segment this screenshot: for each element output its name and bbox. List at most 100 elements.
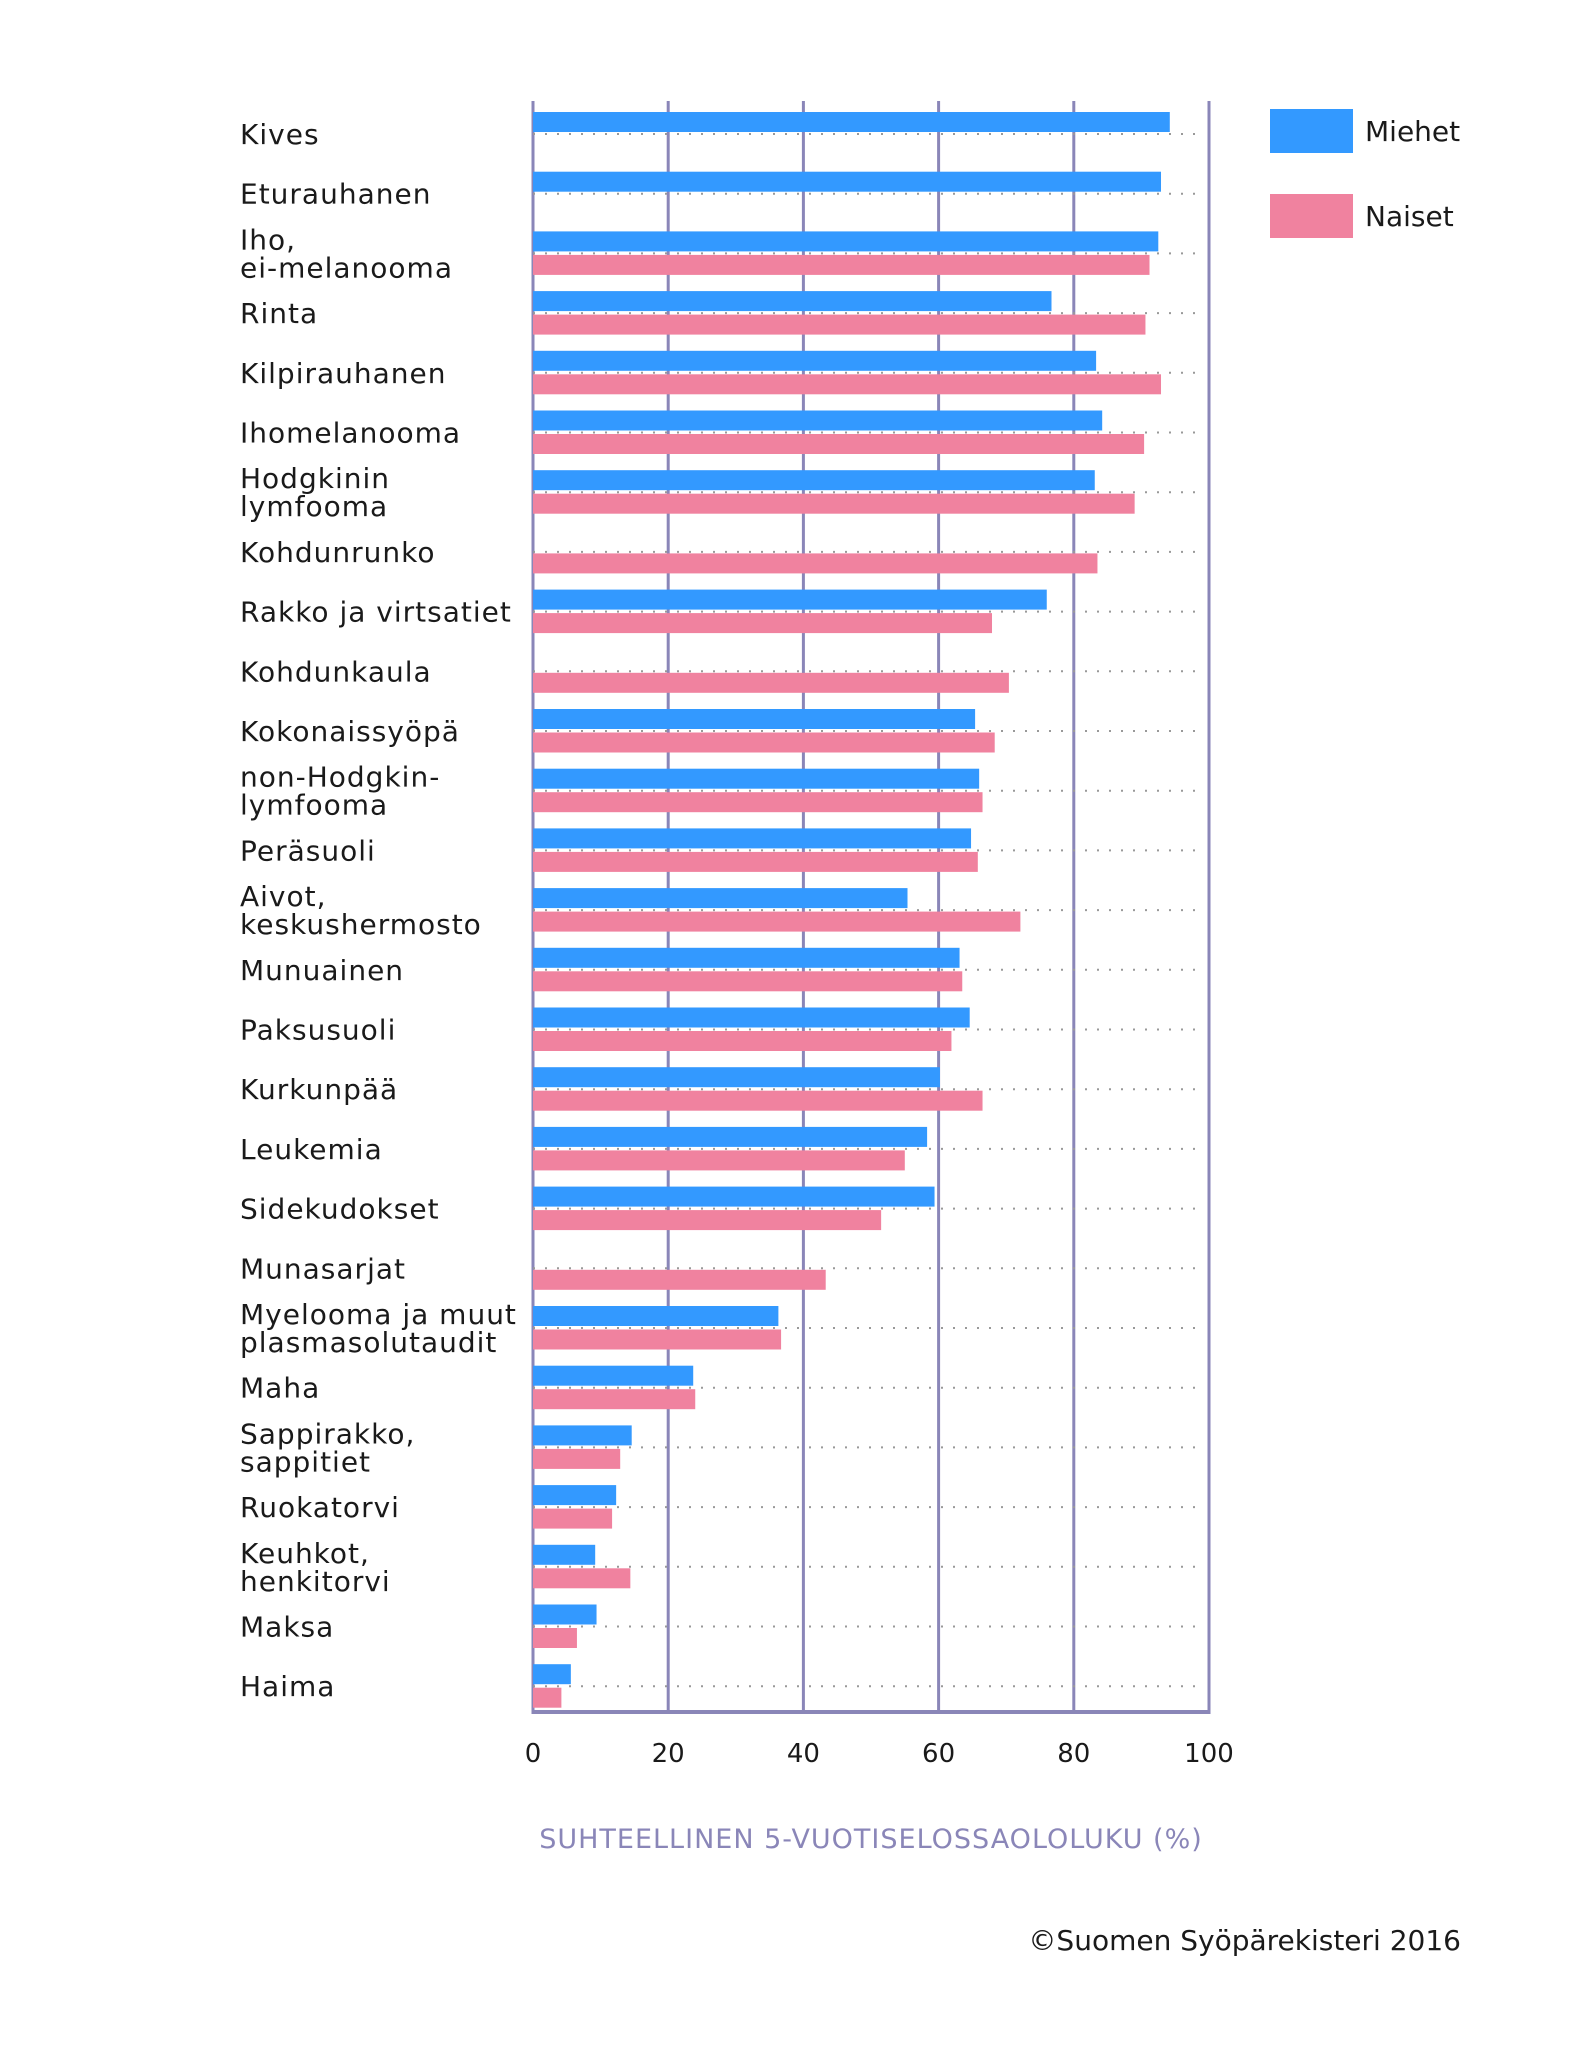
category-label: Kohdunkaula [240,655,432,688]
legend-label-naiset: Naiset [1365,200,1454,233]
category-label-line: Maha [240,1372,320,1405]
category-label-line: henkitorvi [240,1565,391,1598]
bar-miehet [533,1067,940,1088]
bars [533,112,1170,1708]
legend-swatch-miehet [1270,109,1353,153]
x-axis: 0 20 40 60 80 100 [525,1710,1234,1769]
category-label: Paksusuoli [240,1014,396,1047]
x-tick-label: 0 [525,1739,542,1769]
bar-naiset [533,1508,613,1529]
category-label-line: non-Hodgkin- [240,761,440,794]
bar-miehet [533,410,1103,431]
bar-naiset [533,1329,782,1350]
category-label: Myelooma ja muut plasmasolutaudit [240,1298,517,1359]
category-label-line: ei-melanooma [240,251,453,284]
x-axis-title: SUHTEELLINEN 5-VUOTISELOSSAOLOLUKU (%) [539,1824,1203,1855]
category-label: Hodgkinin lymfooma [240,462,390,523]
bar-miehet [533,231,1159,252]
bar-miehet [533,1544,596,1565]
category-label: Iho, ei-melanooma [240,223,453,284]
category-label: Ihomelanooma [240,417,461,450]
bar-miehet [533,589,1047,610]
category-label-line: Iho, [240,223,296,256]
category-label-line: Munasarjat [240,1252,406,1285]
bar-naiset [533,1448,621,1469]
category-label-line: sappitiet [240,1445,371,1478]
category-label: Maksa [240,1611,334,1644]
bar-naiset [533,732,995,753]
category-label: Sappirakko, sappitiet [240,1417,415,1478]
category-label: Kives [240,118,320,151]
category-label-line: Kilpirauhanen [240,357,447,390]
x-tick-label: 80 [1057,1739,1090,1769]
category-label: Keuhkot, henkitorvi [240,1537,391,1598]
bar-naiset [533,254,1150,275]
category-label-line: Kohdunrunko [240,536,435,569]
copyright: ©Suomen Syöpärekisteri 2016 [1028,1924,1461,1957]
category-label: Maha [240,1372,320,1405]
category-labels: Kives Eturauhanen Iho, ei-melanooma Rinta Kil… [240,118,517,1703]
x-tick-label: 20 [652,1739,685,1769]
category-label-line: Peräsuoli [240,834,376,867]
category-label-line: Kokonaissyöpä [240,715,460,748]
bar-naiset [533,1150,905,1171]
bar-miehet [533,171,1162,192]
bar-miehet [533,1664,571,1685]
category-label-line: Sappirakko, [240,1417,415,1450]
category-label-line: Haima [240,1670,335,1703]
category-label-line: Leukemia [240,1133,383,1166]
bar-miehet [533,768,980,789]
category-label: Eturauhanen [240,178,431,211]
bar-naiset [533,1090,983,1111]
category-label: Kurkunpää [240,1073,398,1106]
bar-naiset [533,672,1009,693]
bar-naiset [533,851,978,872]
x-tick-label: 100 [1184,1739,1234,1769]
bar-miehet [533,1425,632,1446]
bar-miehet [533,291,1052,312]
category-label: Haima [240,1670,335,1703]
bar-naiset [533,613,993,634]
bar-miehet [533,1306,779,1326]
x-tick-label: 40 [787,1739,820,1769]
bar-naiset [533,1687,562,1708]
bar-naiset [533,1210,882,1231]
category-label: Kohdunrunko [240,536,435,569]
bar-miehet [533,947,960,968]
category-label: Rinta [240,297,318,330]
bar-miehet [533,1126,928,1147]
category-label: non-Hodgkin-lymfooma [240,761,440,822]
bar-naiset [533,792,983,813]
bar-miehet [533,470,1095,491]
legend-label-miehet: Miehet [1365,115,1460,148]
category-label-line: keskushermosto [240,908,482,941]
bar-naiset [533,1269,826,1290]
category-label-line: Ruokatorvi [240,1491,400,1524]
x-tick-label: 60 [922,1739,955,1769]
category-label-line: Ihomelanooma [240,417,461,450]
category-label: Kilpirauhanen [240,357,447,390]
category-label-line: Munuainen [240,954,404,987]
category-label-line: Sidekudokset [240,1193,440,1226]
category-label-line: Paksusuoli [240,1014,396,1047]
bar-naiset [533,971,963,992]
category-label-line: Keuhkot, [240,1537,370,1570]
legend-swatch-naiset [1270,194,1353,238]
category-label-line: Kurkunpää [240,1073,398,1106]
category-label-line: Kohdunkaula [240,655,432,688]
bar-miehet [533,888,908,909]
category-label: Sidekudokset [240,1193,440,1226]
category-label: Kokonaissyöpä [240,715,460,748]
bar-naiset [533,553,1098,574]
bar-miehet [533,1485,617,1506]
bar-naiset [533,374,1162,395]
category-label: Munuainen [240,954,404,987]
category-label-line: Rinta [240,297,318,330]
category-label-line: Myelooma ja muut [240,1298,517,1331]
bar-naiset [533,314,1146,335]
category-label-line: Kives [240,118,320,151]
bar-miehet [533,828,972,849]
category-label-line: Eturauhanen [240,178,431,211]
category-label: Peräsuoli [240,834,376,867]
